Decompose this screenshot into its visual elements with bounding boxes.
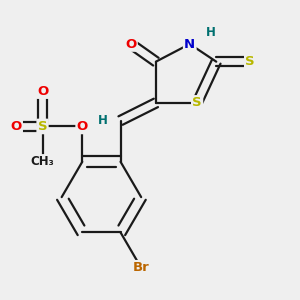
Text: H: H	[98, 114, 108, 127]
Text: O: O	[11, 120, 22, 133]
Text: CH₃: CH₃	[31, 155, 54, 168]
Text: O: O	[77, 120, 88, 133]
Text: S: S	[38, 120, 47, 133]
Text: H: H	[206, 26, 215, 39]
Text: O: O	[37, 85, 48, 98]
Text: S: S	[192, 96, 202, 110]
Text: O: O	[125, 38, 136, 50]
Text: N: N	[184, 38, 195, 50]
Text: S: S	[245, 55, 255, 68]
Text: Br: Br	[133, 261, 149, 274]
